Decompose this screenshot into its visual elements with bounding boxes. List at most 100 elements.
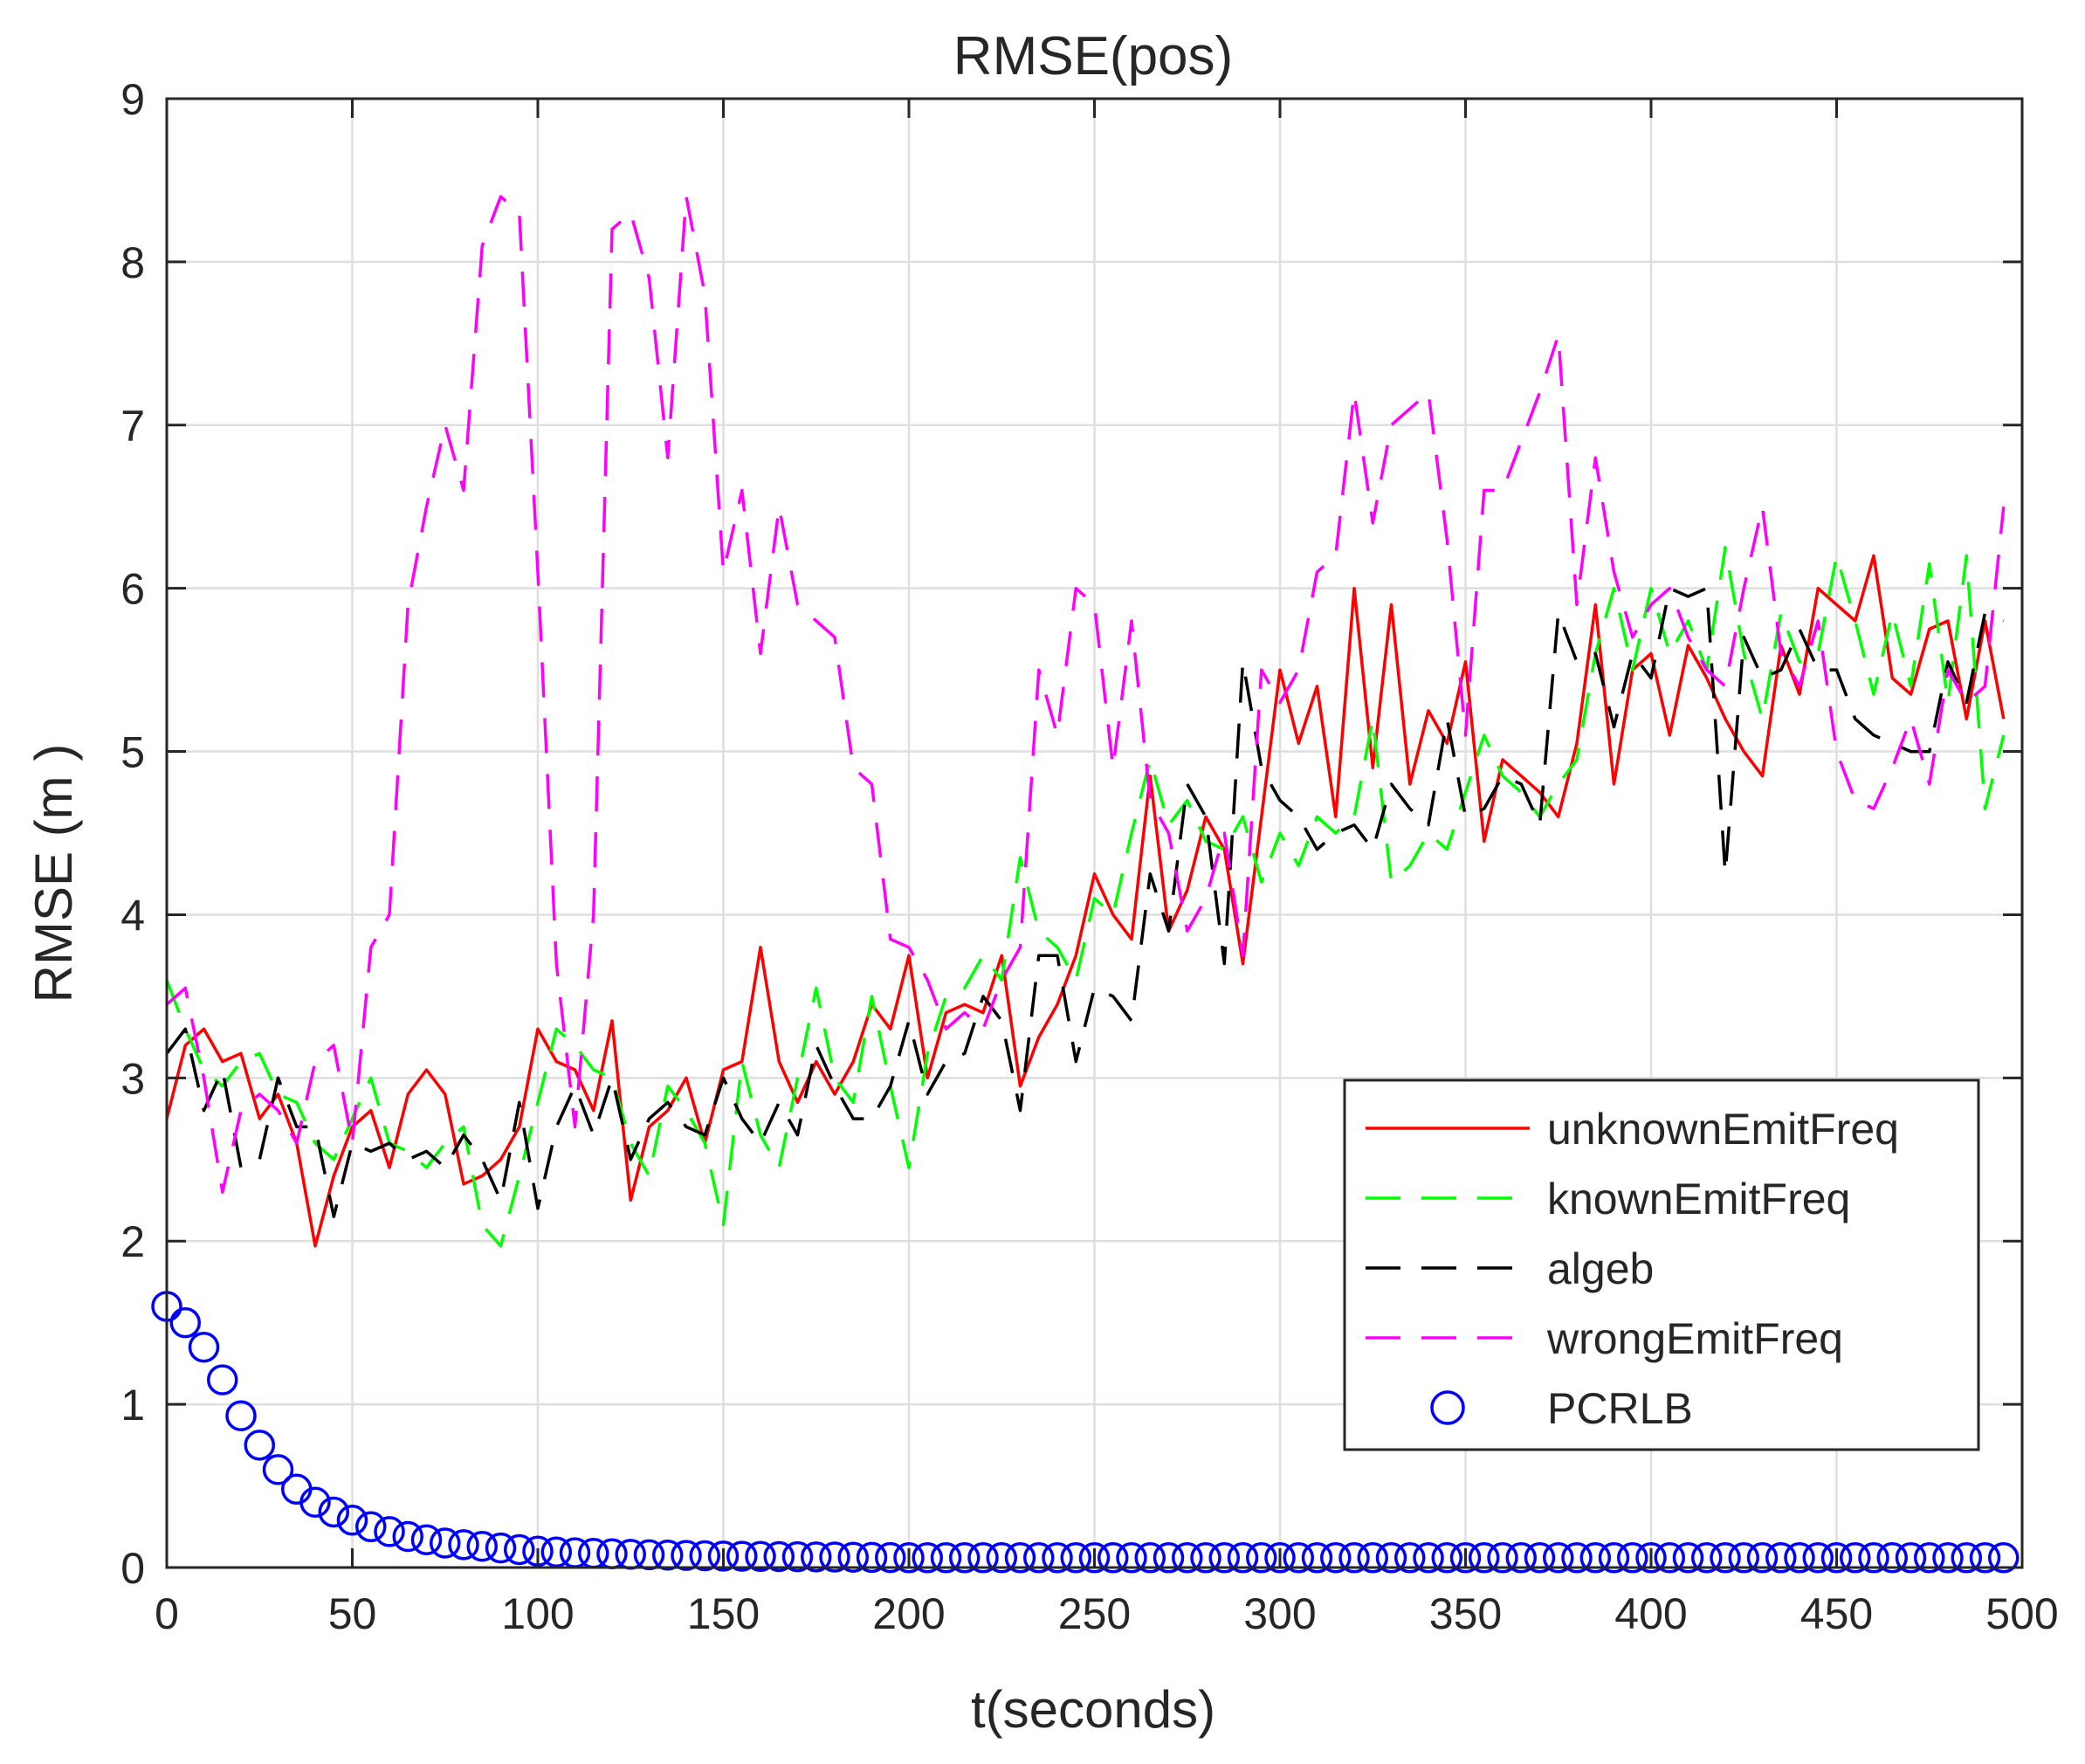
data-point xyxy=(1765,1542,1797,1574)
legend-item-PCRLB: PCRLB xyxy=(1430,1384,1693,1433)
legend-label: knownEmitFreq xyxy=(1547,1175,1850,1223)
data-point xyxy=(1208,1542,1240,1574)
data-point xyxy=(1691,1542,1723,1574)
x-tick-label: 100 xyxy=(501,1589,574,1638)
data-point xyxy=(1357,1542,1388,1574)
data-point xyxy=(1023,1542,1055,1574)
y-tick-label: 0 xyxy=(120,1544,145,1593)
data-point xyxy=(1301,1542,1333,1574)
data-point xyxy=(1375,1542,1407,1574)
data-point xyxy=(1227,1542,1259,1574)
legend-label: PCRLB xyxy=(1547,1384,1693,1433)
data-point xyxy=(1840,1542,1871,1574)
x-tick-label: 250 xyxy=(1058,1589,1131,1638)
x-tick-label: 300 xyxy=(1243,1589,1316,1638)
data-point xyxy=(1413,1542,1444,1574)
data-point xyxy=(504,1533,535,1566)
data-point xyxy=(1932,1542,1964,1574)
series-wrongEmitFreq xyxy=(165,195,2006,1194)
data-point xyxy=(1098,1542,1129,1574)
data-point xyxy=(781,1540,814,1573)
data-point xyxy=(819,1541,850,1573)
series-line xyxy=(165,195,2006,1194)
data-point xyxy=(1654,1542,1685,1574)
data-point xyxy=(986,1542,1017,1574)
data-point xyxy=(1598,1542,1630,1574)
data-point xyxy=(1449,1542,1482,1574)
data-point xyxy=(1172,1542,1203,1574)
x-tick-label: 150 xyxy=(687,1589,760,1638)
data-point xyxy=(893,1542,925,1574)
legend-item-algeb: algeb xyxy=(1366,1244,1654,1293)
data-point xyxy=(1951,1542,1982,1574)
data-point xyxy=(244,1430,275,1461)
data-point xyxy=(299,1486,331,1518)
y-tick-label: 8 xyxy=(120,238,145,287)
data-point xyxy=(726,1540,758,1572)
data-point xyxy=(207,1364,238,1395)
legend-marker xyxy=(1430,1390,1465,1425)
legend: unknownEmitFreq knownEmitFreq algeb wrongEm… xyxy=(1343,1078,1980,1451)
data-point xyxy=(392,1520,423,1553)
y-tick-label: 7 xyxy=(120,402,145,451)
data-point xyxy=(875,1541,906,1574)
series-algeb xyxy=(165,586,2005,1218)
y-tick-label: 3 xyxy=(120,1054,145,1103)
data-point xyxy=(1060,1542,1091,1574)
legend-item-knownEmitFreq: knownEmitFreq xyxy=(1366,1175,1850,1223)
x-tick-label: 500 xyxy=(1985,1589,2058,1638)
data-point xyxy=(652,1540,684,1571)
data-point xyxy=(1505,1542,1537,1574)
data-point xyxy=(540,1536,572,1568)
data-point xyxy=(1320,1542,1352,1574)
data-point xyxy=(1153,1542,1185,1574)
series-line xyxy=(165,546,2006,1248)
data-point xyxy=(763,1540,795,1573)
data-point xyxy=(1914,1542,1945,1574)
data-point xyxy=(837,1541,869,1573)
x-tick-label: 200 xyxy=(872,1589,945,1638)
legend-label: algeb xyxy=(1547,1244,1654,1293)
data-point xyxy=(1543,1542,1574,1574)
data-point xyxy=(1004,1542,1036,1574)
data-point xyxy=(1802,1542,1834,1574)
series-knownEmitFreq xyxy=(165,546,2006,1248)
data-point xyxy=(466,1530,498,1562)
data-point xyxy=(1728,1542,1759,1574)
data-point xyxy=(336,1505,368,1536)
data-point xyxy=(856,1541,888,1574)
data-point xyxy=(1246,1542,1277,1574)
data-point xyxy=(448,1529,479,1561)
legend-item-wrongEmitFreq: wrongEmitFreq xyxy=(1366,1314,1843,1363)
data-point xyxy=(355,1511,387,1543)
data-point xyxy=(801,1541,832,1573)
chart-title: RMSE(pos) xyxy=(953,26,1233,86)
data-point xyxy=(1820,1542,1853,1574)
data-point xyxy=(912,1542,943,1574)
data-point xyxy=(1134,1542,1166,1574)
data-point xyxy=(671,1540,702,1571)
data-point xyxy=(262,1454,294,1485)
y-tick-label: 2 xyxy=(120,1217,145,1266)
data-point xyxy=(485,1532,517,1564)
data-point xyxy=(745,1540,776,1573)
data-point xyxy=(1190,1542,1221,1574)
data-point xyxy=(1895,1542,1927,1574)
data-point xyxy=(1078,1542,1111,1574)
data-point xyxy=(1876,1542,1908,1574)
x-tick-label: 350 xyxy=(1429,1589,1502,1638)
data-point xyxy=(410,1524,443,1555)
data-point xyxy=(1116,1542,1147,1574)
y-tick-label: 4 xyxy=(120,891,145,940)
x-tick-label: 400 xyxy=(1614,1589,1687,1638)
plot-area xyxy=(151,195,2020,1574)
data-point xyxy=(225,1400,257,1431)
data-point xyxy=(1746,1542,1779,1574)
data-point xyxy=(689,1540,720,1572)
data-point xyxy=(1524,1542,1556,1574)
data-point xyxy=(1672,1542,1704,1574)
y-tick-label: 5 xyxy=(120,728,145,777)
data-point xyxy=(1988,1542,2020,1574)
data-point xyxy=(1969,1542,2001,1574)
